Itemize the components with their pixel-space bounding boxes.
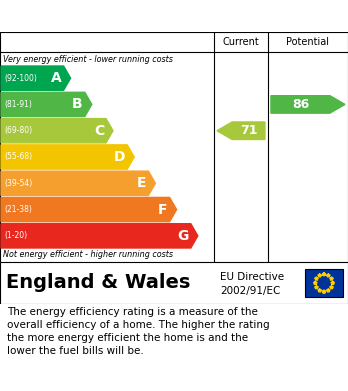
Text: (69-80): (69-80) xyxy=(4,126,32,135)
Text: 71: 71 xyxy=(240,124,257,137)
Polygon shape xyxy=(318,274,322,277)
Polygon shape xyxy=(315,277,318,280)
Text: Energy Efficiency Rating: Energy Efficiency Rating xyxy=(10,9,220,24)
Polygon shape xyxy=(322,273,326,276)
Text: (21-38): (21-38) xyxy=(4,205,32,214)
Polygon shape xyxy=(318,289,322,292)
Polygon shape xyxy=(322,290,326,293)
Text: Potential: Potential xyxy=(286,37,330,47)
Polygon shape xyxy=(326,274,330,277)
Polygon shape xyxy=(314,281,317,285)
Text: 2002/91/EC: 2002/91/EC xyxy=(220,285,280,296)
Text: (92-100): (92-100) xyxy=(4,74,37,83)
Polygon shape xyxy=(331,281,334,285)
Text: A: A xyxy=(51,71,62,85)
Polygon shape xyxy=(330,285,333,289)
Text: Very energy efficient - lower running costs: Very energy efficient - lower running co… xyxy=(3,55,173,64)
Polygon shape xyxy=(271,96,345,113)
Text: (1-20): (1-20) xyxy=(4,231,27,240)
Text: Not energy efficient - higher running costs: Not energy efficient - higher running co… xyxy=(3,250,173,259)
Text: G: G xyxy=(177,229,189,243)
Polygon shape xyxy=(1,224,198,248)
Text: EU Directive: EU Directive xyxy=(220,272,284,282)
Polygon shape xyxy=(1,66,71,90)
Text: B: B xyxy=(72,97,83,111)
Polygon shape xyxy=(1,145,134,169)
Polygon shape xyxy=(217,122,265,140)
Polygon shape xyxy=(330,277,333,280)
Text: D: D xyxy=(114,150,125,164)
Text: Current: Current xyxy=(223,37,259,47)
FancyBboxPatch shape xyxy=(305,269,343,297)
Text: E: E xyxy=(137,176,147,190)
Text: The energy efficiency rating is a measure of the
overall efficiency of a home. T: The energy efficiency rating is a measur… xyxy=(7,307,270,356)
Polygon shape xyxy=(315,285,318,289)
Text: (39-54): (39-54) xyxy=(4,179,32,188)
Text: England & Wales: England & Wales xyxy=(6,273,190,292)
Polygon shape xyxy=(326,289,330,292)
Polygon shape xyxy=(1,92,92,117)
Polygon shape xyxy=(1,171,156,196)
Polygon shape xyxy=(1,118,113,143)
Text: C: C xyxy=(94,124,104,138)
Text: F: F xyxy=(158,203,168,217)
Text: (55-68): (55-68) xyxy=(4,152,32,161)
Text: 86: 86 xyxy=(292,98,309,111)
Polygon shape xyxy=(1,197,177,222)
Text: (81-91): (81-91) xyxy=(4,100,32,109)
